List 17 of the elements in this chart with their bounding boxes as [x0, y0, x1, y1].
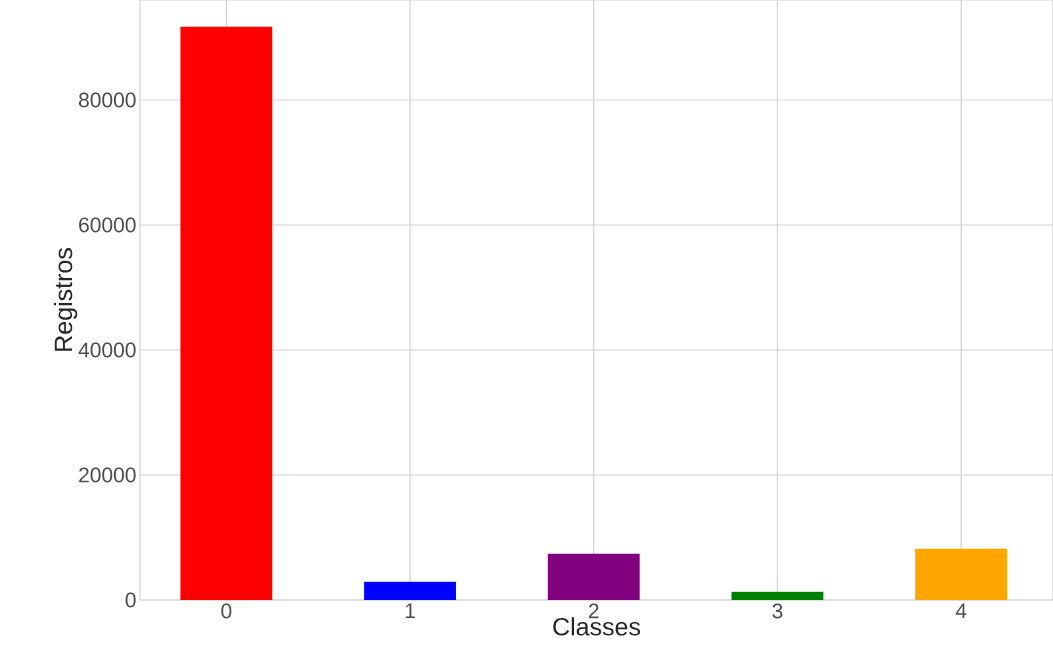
y-tick-label: 0 [125, 592, 136, 608]
bar [180, 26, 273, 600]
y-tick-label: 40000 [78, 342, 136, 358]
bar [731, 591, 824, 600]
y-tick-label: 80000 [78, 92, 136, 108]
x-tick-label: 2 [588, 603, 599, 619]
x-tick-label: 1 [405, 603, 415, 618]
x-axis-title: Classes [553, 617, 641, 636]
x-tick-label: 4 [955, 603, 967, 618]
bar [547, 553, 640, 600]
y-tick-label: 60000 [79, 217, 136, 233]
bar [915, 548, 1008, 600]
y-axis-title: Registros [53, 248, 78, 351]
bar [364, 581, 456, 600]
x-tick-label: 0 [221, 603, 232, 619]
y-tick-label: 20000 [79, 467, 136, 483]
x-tick-label: 3 [772, 603, 783, 619]
